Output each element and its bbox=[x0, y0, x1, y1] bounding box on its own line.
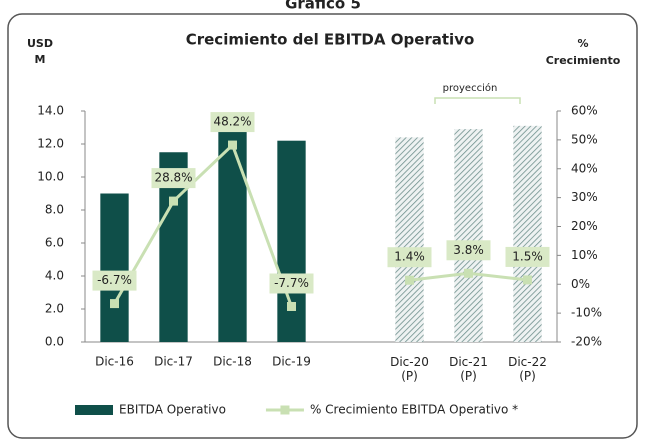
y-tick-label: 14.0 bbox=[37, 104, 64, 118]
data-label: -6.7% bbox=[97, 273, 132, 287]
y-axis-label: USD bbox=[27, 37, 53, 50]
label-box bbox=[151, 168, 196, 189]
data-label: 3.8% bbox=[453, 243, 484, 257]
marker bbox=[287, 301, 296, 311]
legend-label: EBITDA Operativo bbox=[119, 403, 226, 417]
y-axis-label: M bbox=[35, 53, 46, 66]
bar bbox=[395, 137, 424, 342]
annotation: proyección bbox=[443, 82, 498, 94]
x-tick-label: Dic-19 bbox=[272, 355, 311, 369]
x-tick-label: Dic-17 bbox=[154, 355, 193, 369]
y2-axis-label: Crecimiento bbox=[546, 54, 621, 67]
y2-tick-label: 60% bbox=[571, 104, 598, 118]
y-tick-label: 2.0 bbox=[45, 302, 64, 316]
label-box bbox=[210, 112, 255, 133]
y2-tick-label: 10% bbox=[571, 248, 598, 262]
label-box bbox=[387, 247, 432, 268]
y-tick-label: 6.0 bbox=[45, 236, 64, 250]
data-label: -7.7% bbox=[274, 276, 309, 290]
y2-tick-label: -10% bbox=[571, 306, 602, 320]
marker bbox=[110, 299, 119, 309]
data-label: 1.5% bbox=[512, 249, 543, 263]
x-tick-label: Dic-16 bbox=[95, 355, 134, 369]
label-box bbox=[269, 273, 314, 294]
marker bbox=[523, 275, 532, 285]
bar bbox=[454, 129, 483, 342]
chart-title: Crecimiento del EBITDA Operativo bbox=[186, 31, 475, 49]
data-label: 48.2% bbox=[213, 115, 251, 129]
legend-swatch bbox=[280, 405, 290, 415]
y-tick-label: 0.0 bbox=[45, 335, 64, 349]
y2-tick-label: 0% bbox=[571, 277, 590, 291]
bar bbox=[100, 193, 129, 342]
frame bbox=[7, 13, 638, 439]
y2-tick-label: 50% bbox=[571, 132, 598, 146]
y-tick-label: 4.0 bbox=[45, 269, 64, 283]
y2-tick-label: 30% bbox=[571, 190, 598, 204]
label-box bbox=[505, 246, 550, 267]
marker bbox=[228, 140, 237, 150]
x-tick-label: Dic-18 bbox=[213, 355, 252, 369]
y2-axis-label: % bbox=[577, 37, 588, 50]
x-tick-label: Dic-21 (P) bbox=[449, 355, 488, 383]
bracket bbox=[434, 97, 521, 104]
heading: Gráfico 5 bbox=[285, 0, 361, 13]
y2-tick-label: -20% bbox=[571, 335, 602, 349]
marker bbox=[464, 268, 473, 278]
x-tick-label: Dic-22 (P) bbox=[508, 355, 547, 383]
y2-tick-label: 40% bbox=[571, 161, 598, 175]
marker bbox=[405, 275, 414, 285]
bar bbox=[277, 140, 306, 342]
data-label: 28.8% bbox=[154, 171, 192, 185]
bar bbox=[513, 125, 542, 342]
y-tick-label: 8.0 bbox=[45, 203, 64, 217]
legend-swatch bbox=[75, 405, 113, 415]
bar bbox=[218, 124, 247, 342]
y-tick-label: 12.0 bbox=[37, 137, 64, 151]
y-tick-label: 10.0 bbox=[37, 170, 64, 184]
label-box bbox=[446, 240, 491, 261]
label-box bbox=[92, 270, 137, 291]
legend-label: % Crecimiento EBITDA Operativo * bbox=[310, 403, 518, 417]
data-label: 1.4% bbox=[394, 250, 425, 264]
x-tick-label: Dic-20 (P) bbox=[390, 355, 429, 383]
line bbox=[113, 142, 293, 307]
marker bbox=[169, 196, 178, 206]
y2-tick-label: 20% bbox=[571, 219, 598, 233]
